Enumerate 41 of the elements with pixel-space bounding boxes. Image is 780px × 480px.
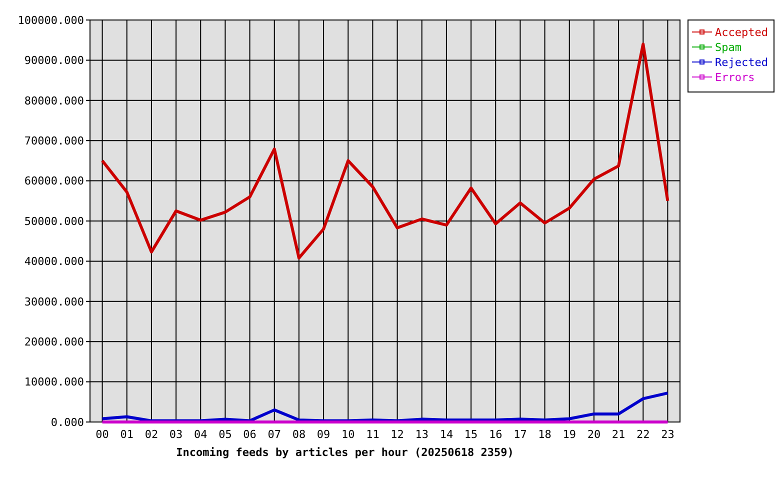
x-tick-label: 18 — [538, 428, 552, 441]
x-tick-label: 21 — [612, 428, 626, 441]
y-tick-label: 0.000 — [50, 416, 84, 429]
x-tick-label: 05 — [218, 428, 232, 441]
y-tick-label: 70000.000 — [24, 134, 84, 148]
x-tick-label: 10 — [342, 428, 355, 441]
x-tick-label: 17 — [514, 428, 527, 441]
x-tick-label: 15 — [464, 428, 478, 441]
x-tick-label: 07 — [268, 428, 281, 441]
legend-label: Spam — [715, 40, 742, 54]
x-tick-label: 16 — [489, 428, 502, 441]
x-tick-label: 02 — [144, 428, 158, 441]
x-tick-label: 08 — [292, 428, 306, 441]
y-tick-label: 80000.000 — [24, 94, 84, 108]
x-tick-label: 00 — [96, 428, 109, 441]
x-tick-label: 20 — [587, 428, 601, 441]
x-tick-label: 19 — [562, 428, 576, 441]
x-tick-label: 04 — [194, 428, 208, 441]
x-tick-label: 09 — [316, 428, 330, 441]
x-tick-label: 11 — [366, 428, 380, 441]
y-tick-label: 30000.000 — [24, 295, 84, 308]
legend-label: Accepted — [715, 26, 768, 39]
y-tick-label: 10000.000 — [24, 376, 84, 389]
x-tick-label: 14 — [440, 428, 454, 441]
x-tick-label: 03 — [169, 428, 183, 441]
x-tick-label: 01 — [120, 428, 134, 441]
y-tick-label: 20000.000 — [24, 335, 84, 348]
y-tick-label: 40000.000 — [24, 255, 84, 268]
x-tick-label: 13 — [415, 428, 428, 441]
x-tick-label: 06 — [243, 428, 256, 441]
y-tick-label: 50000.000 — [24, 214, 84, 228]
x-axis-title: Incoming feeds by articles per hour (20250618 2359) — [176, 446, 514, 459]
x-tick-label: 22 — [636, 428, 650, 441]
x-tick-label: 12 — [390, 428, 404, 441]
y-tick-label: 90000.000 — [24, 54, 84, 68]
x-tick-label: 23 — [661, 428, 674, 441]
y-tick-label: 60000.000 — [24, 174, 84, 188]
legend-label: Errors — [715, 70, 755, 84]
legend-label: Rejected — [715, 56, 768, 69]
line-series — [100, 42, 670, 260]
y-tick-label: 100000.000 — [18, 14, 84, 27]
